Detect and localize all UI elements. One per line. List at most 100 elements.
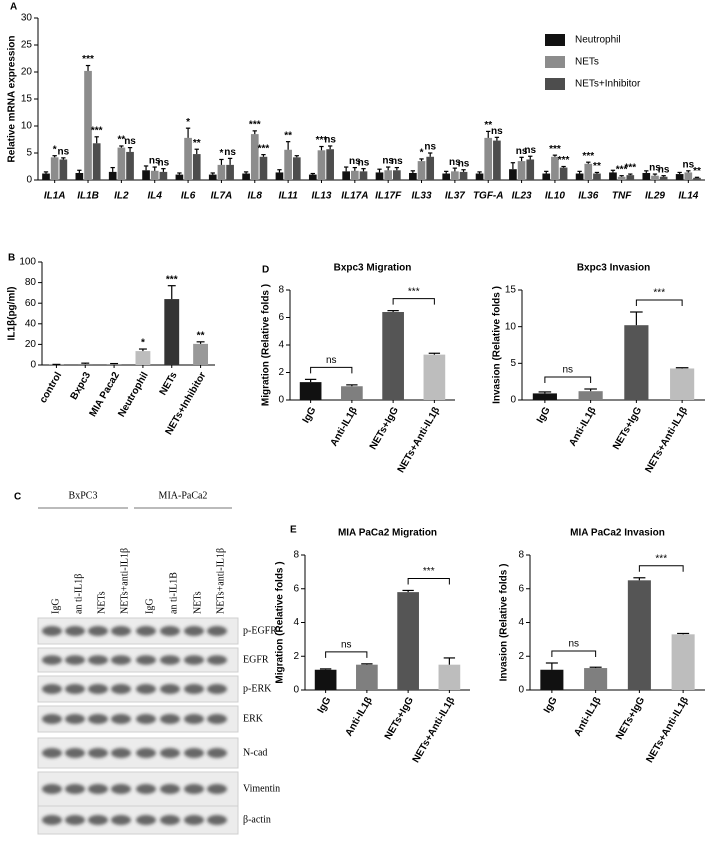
x-tick-label: IL8 bbox=[248, 191, 263, 202]
significance-label: *** bbox=[549, 144, 561, 155]
y-tick-label: 0 bbox=[518, 685, 524, 696]
bar bbox=[192, 154, 201, 180]
bar bbox=[693, 177, 701, 180]
y-tick-label: 100 bbox=[19, 257, 36, 268]
row-label: N-cad bbox=[243, 747, 267, 758]
blot-band bbox=[111, 714, 131, 724]
x-tick-label: NETs+Anti-IL1β bbox=[643, 405, 690, 475]
significance-label: ns bbox=[382, 156, 394, 167]
significance-label: ns bbox=[658, 164, 670, 175]
x-tick-label: IL33 bbox=[412, 191, 432, 202]
bar bbox=[551, 156, 559, 180]
y-tick-label: 4 bbox=[518, 617, 524, 628]
significance-label: *** bbox=[624, 163, 636, 174]
x-tick-label: NETs+IgG bbox=[611, 405, 644, 452]
bar bbox=[517, 161, 526, 180]
significance-label: *** bbox=[249, 120, 261, 131]
row-label: p-EGFR bbox=[243, 625, 277, 636]
row-label: EGFR bbox=[243, 654, 269, 665]
y-tick-label: 10 bbox=[21, 121, 33, 132]
comparison-label: *** bbox=[653, 288, 665, 299]
blot-band bbox=[65, 815, 85, 825]
x-tick-label: IL23 bbox=[512, 191, 532, 202]
blot-band bbox=[88, 815, 108, 825]
significance-label: *** bbox=[166, 274, 178, 285]
bar bbox=[684, 172, 693, 180]
x-tick-label: control bbox=[38, 370, 65, 405]
blot-band bbox=[88, 626, 108, 636]
y-tick-label: 40 bbox=[25, 318, 37, 329]
significance-label: *** bbox=[82, 54, 94, 65]
significance-label: ns bbox=[391, 156, 403, 167]
y-axis-label: Relative mRNA expression bbox=[7, 36, 18, 163]
significance-label: * bbox=[53, 144, 57, 155]
bar bbox=[359, 171, 368, 180]
row-label: β-actin bbox=[243, 814, 271, 825]
bar bbox=[193, 343, 209, 365]
significance-label: *** bbox=[582, 151, 594, 162]
x-tick-label: IL6 bbox=[181, 191, 196, 202]
blot-band bbox=[136, 748, 156, 758]
y-tick-label: 80 bbox=[25, 277, 37, 288]
bar bbox=[624, 325, 649, 400]
bar bbox=[117, 147, 126, 180]
blot-band bbox=[160, 684, 180, 694]
bar bbox=[75, 172, 84, 180]
y-tick-label: 8 bbox=[293, 550, 299, 561]
bar bbox=[609, 172, 617, 180]
y-axis-label: Migration (Relative folds ) bbox=[275, 561, 286, 683]
blot-band bbox=[136, 784, 156, 794]
lane-label: NETs bbox=[192, 591, 203, 614]
blot-band bbox=[160, 626, 180, 636]
y-tick-label: 20 bbox=[25, 339, 37, 350]
blot-band bbox=[184, 655, 204, 665]
lane-label: NETs+anti-IL1β bbox=[119, 548, 130, 614]
x-tick-label: Anti-IL1β bbox=[329, 405, 360, 448]
legend-swatch bbox=[545, 78, 565, 90]
significance-label: *** bbox=[91, 125, 103, 136]
blot-band bbox=[111, 784, 131, 794]
y-tick-label: 0 bbox=[293, 685, 299, 696]
comparison-label: *** bbox=[423, 566, 435, 577]
bar bbox=[393, 170, 401, 180]
comparison-label: ns bbox=[326, 355, 337, 366]
comparison-bracket bbox=[407, 577, 450, 585]
blot-band bbox=[42, 815, 62, 825]
y-tick-label: 6 bbox=[278, 312, 284, 323]
blot-band bbox=[111, 815, 131, 825]
legend-swatch bbox=[545, 34, 565, 46]
x-tick-label: Anti-IL1β bbox=[567, 405, 598, 448]
bar bbox=[314, 669, 337, 690]
blot-band bbox=[111, 748, 131, 758]
comparison-label: ns bbox=[562, 365, 573, 376]
comparison-bracket bbox=[325, 651, 368, 658]
x-tick-label: IL13 bbox=[311, 191, 331, 202]
blot-band bbox=[207, 815, 227, 825]
significance-label: * bbox=[186, 117, 190, 128]
y-axis-label: IL1β(pg/ml) bbox=[7, 287, 18, 341]
x-tick-label: IgG bbox=[542, 695, 560, 715]
significance-label: *** bbox=[558, 155, 570, 166]
bar bbox=[675, 174, 684, 180]
blot-band bbox=[160, 748, 180, 758]
x-tick-label: IL1B bbox=[77, 191, 99, 202]
bar bbox=[438, 664, 461, 690]
x-tick-label: IL10 bbox=[545, 191, 565, 202]
blot-band bbox=[207, 784, 227, 794]
comparison-bracket bbox=[635, 299, 683, 306]
blot-band bbox=[136, 815, 156, 825]
bar bbox=[540, 669, 564, 690]
y-tick-label: 15 bbox=[505, 285, 517, 296]
y-tick-label: 10 bbox=[505, 321, 517, 332]
bar bbox=[50, 157, 59, 180]
y-tick-label: 0 bbox=[30, 360, 36, 371]
y-tick-label: 5 bbox=[26, 148, 32, 159]
blot-band bbox=[184, 784, 204, 794]
x-tick-label: IgG bbox=[301, 405, 319, 425]
bar bbox=[484, 137, 493, 180]
bar bbox=[275, 172, 284, 180]
blot-band bbox=[184, 815, 204, 825]
bar bbox=[584, 163, 593, 180]
y-tick-label: 20 bbox=[21, 67, 33, 78]
bar bbox=[159, 171, 168, 180]
